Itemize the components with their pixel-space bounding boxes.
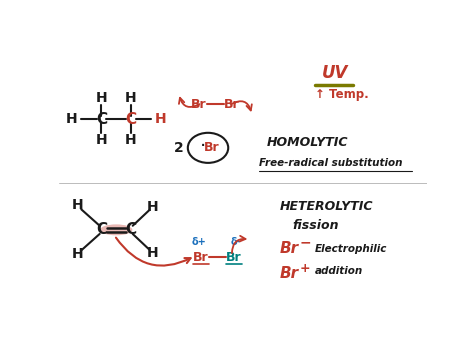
Text: H: H	[72, 198, 83, 212]
Text: Br: Br	[226, 251, 242, 264]
Text: ↑ Temp.: ↑ Temp.	[315, 88, 368, 101]
Text: +: +	[300, 262, 310, 275]
Text: addition: addition	[315, 266, 363, 276]
Text: δ-: δ-	[230, 237, 241, 247]
Text: Br: Br	[191, 98, 207, 111]
Text: HOMOLYTIC: HOMOLYTIC	[267, 136, 348, 149]
Text: H: H	[147, 200, 159, 214]
Text: Br: Br	[280, 241, 299, 256]
Text: Br: Br	[204, 141, 219, 154]
Text: H: H	[96, 133, 107, 147]
Text: HETEROLYTIC: HETEROLYTIC	[280, 200, 373, 213]
Text: −: −	[300, 235, 311, 249]
Text: Free-radical substitution: Free-radical substitution	[259, 158, 403, 168]
Text: C: C	[125, 111, 137, 127]
Text: H: H	[65, 112, 77, 126]
Ellipse shape	[100, 224, 132, 235]
Text: UV: UV	[321, 64, 348, 82]
Text: Electrophilic: Electrophilic	[315, 244, 387, 254]
Text: Br: Br	[193, 251, 209, 264]
Text: Br: Br	[224, 98, 240, 111]
Text: Br: Br	[280, 266, 299, 281]
Text: C: C	[125, 222, 137, 237]
Text: fission: fission	[292, 219, 339, 232]
Text: H: H	[72, 247, 83, 261]
Text: H: H	[96, 91, 107, 105]
Text: H: H	[155, 112, 167, 126]
Text: H: H	[147, 246, 159, 260]
Text: C: C	[96, 222, 107, 237]
Text: H: H	[125, 91, 137, 105]
Text: H: H	[125, 133, 137, 147]
Text: 2: 2	[174, 141, 183, 155]
Text: C: C	[96, 111, 107, 127]
Text: ·: ·	[200, 137, 206, 156]
Text: δ+: δ+	[191, 237, 206, 247]
